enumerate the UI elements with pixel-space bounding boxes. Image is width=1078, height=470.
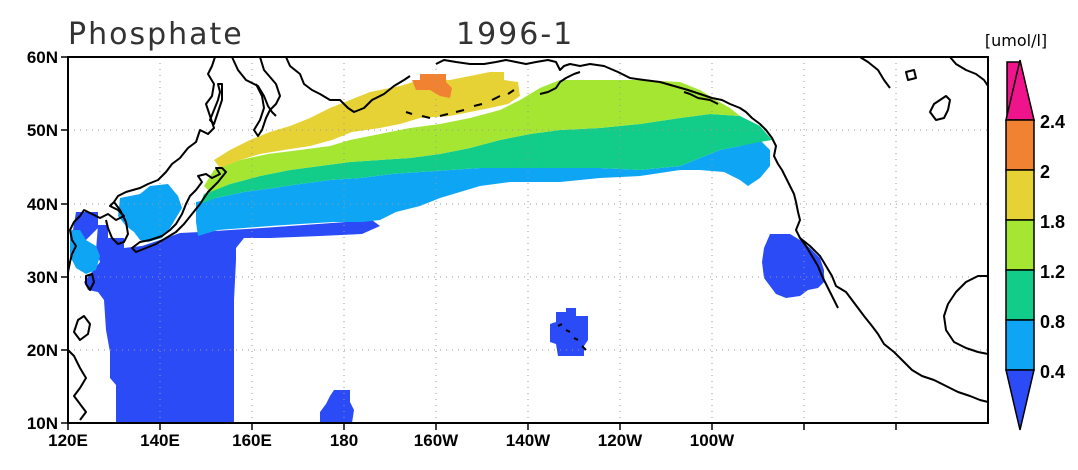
coastline-indochina [67,349,87,421]
colorbar: [umol/l] 0.4 0.8 1.2 1.8 2 2.4 [985,31,1065,431]
y-tick-label: 60N [27,48,58,67]
coastline-islands-ne [905,69,917,81]
coastline-gulf-mexico [943,275,989,355]
phosphate-region-south [320,390,354,423]
x-tick-label: 120W [598,431,643,450]
x-tick-label: 140E [140,431,180,450]
colorbar-swatch-0.4 [1005,319,1035,371]
map-plot-area [61,56,989,430]
phosphate-region-low [84,220,380,423]
coastline-alaska-peninsula [539,71,581,95]
coastline-alaska [435,59,989,403]
y-axis-labels: 10N 20N 30N 40N 50N 60N [27,48,58,433]
coastline-canada-east [859,56,891,89]
y-tick-label: 10N [27,414,58,433]
y-tick-label: 50N [27,121,58,140]
x-tick-label: 100W [690,431,735,450]
coastline-baja [799,237,839,309]
coastline-korea [105,201,129,245]
coastlines [67,56,989,421]
coastline-hudson [929,95,951,121]
y-tick-label: 20N [27,341,58,360]
coastline-canada-north [949,56,989,87]
colorbar-label: 0.4 [1040,362,1065,382]
phosphate-region-0.8-west [118,184,182,242]
coastline-asia [67,56,216,273]
y-tick-label: 30N [27,268,58,287]
colorbar-label: 2 [1040,162,1050,182]
x-tick-label: 160E [232,431,272,450]
colorbar-swatch-2 [1005,119,1035,171]
x-tick-label: 140W [506,431,551,450]
map-title-variable: Phosphate [68,17,244,52]
colorbar-arrow-bottom [1005,369,1035,431]
colorbar-label: 1.8 [1040,212,1065,232]
graticule [68,57,988,423]
phosphate-region-0.8 [196,140,770,236]
colorbar-swatches [1005,59,1035,431]
coastline-okhotsk [231,56,277,117]
tick-marks [61,56,897,430]
phosphate-region-2.4 [412,74,452,98]
phosphate-region-1.8 [204,80,740,192]
coastline-hawaii [557,323,587,351]
x-tick-label: 120E [48,431,88,450]
coastline-japan [131,167,227,253]
x-tick-label: 180 [330,431,358,450]
colorbar-label: 2.4 [1040,112,1065,132]
colorbar-swatch-0.8 [1005,269,1035,321]
coastline-kamchatka [253,56,281,137]
coastline-philippines [73,315,91,341]
phosphate-region-1.2 [200,114,772,204]
colorbar-swatch-1.2 [1005,219,1035,271]
map-title-period: 1996-1 [456,17,574,52]
coastline-chukotka [285,56,411,113]
colorbar-unit-label: [umol/l] [985,31,1047,50]
colorbar-label: 1.2 [1040,262,1065,282]
coastline-gulf-alaska [683,91,719,105]
phosphate-fill-layer [70,72,824,423]
colorbar-label: 0.8 [1040,312,1065,332]
colorbar-swatch-1.8 [1005,169,1035,221]
coastline-taiwan [85,273,95,291]
coastline-aleutians [405,89,515,119]
y-tick-label: 40N [27,195,58,214]
phosphate-region-0.8-sw [70,230,100,274]
x-axis-labels: 120E 140E 160E 180 160W 140W 120W 100W [48,431,735,450]
x-tick-label: 160W [414,431,459,450]
coastline-sakhalin [209,83,223,125]
